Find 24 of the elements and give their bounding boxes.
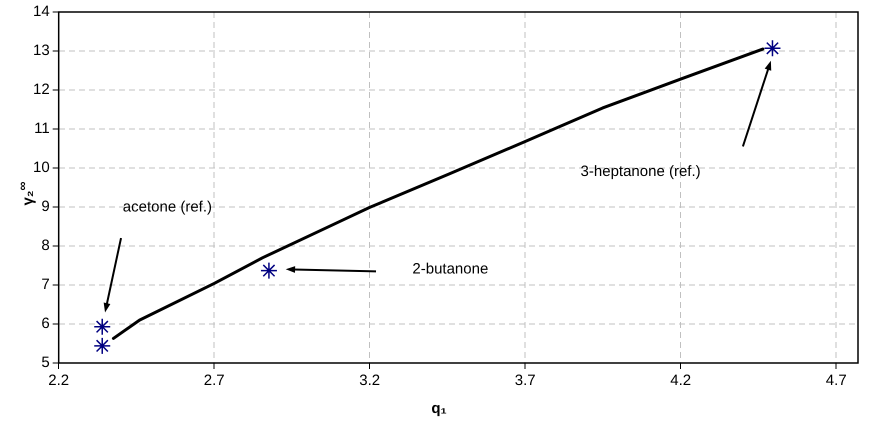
- x-tick-label: 4.7: [826, 372, 847, 390]
- x-tick-label: 3.2: [359, 372, 380, 390]
- annotation: 3-heptanone (ref.): [580, 163, 701, 180]
- y-tick-label: 12: [32, 81, 50, 98]
- annotation: 2-butanone: [412, 260, 488, 278]
- y-tick-label: 8: [41, 237, 50, 254]
- point: [93, 318, 111, 336]
- x-tick-label: 2.7: [204, 372, 225, 390]
- y-tick-label: 6: [41, 315, 50, 332]
- point: [93, 337, 111, 355]
- y-tick-label: 13: [32, 42, 50, 60]
- point: [260, 262, 278, 280]
- y-tick-label: 10: [32, 159, 50, 176]
- x-tick-label: 2.2: [48, 372, 70, 390]
- y-tick-label: 5: [41, 354, 50, 372]
- y-tick-label: 14: [32, 3, 50, 20]
- x-axis-title: q₁: [431, 400, 447, 417]
- annotation: acetone (ref.): [122, 198, 212, 216]
- y-tick-label: 11: [34, 120, 50, 138]
- x-tick-label: 4.2: [670, 372, 692, 390]
- y-tick-label: 9: [41, 198, 50, 216]
- point: [764, 40, 782, 58]
- y-tick-label: 7: [41, 276, 50, 294]
- x-tick-label: 3.7: [514, 372, 536, 390]
